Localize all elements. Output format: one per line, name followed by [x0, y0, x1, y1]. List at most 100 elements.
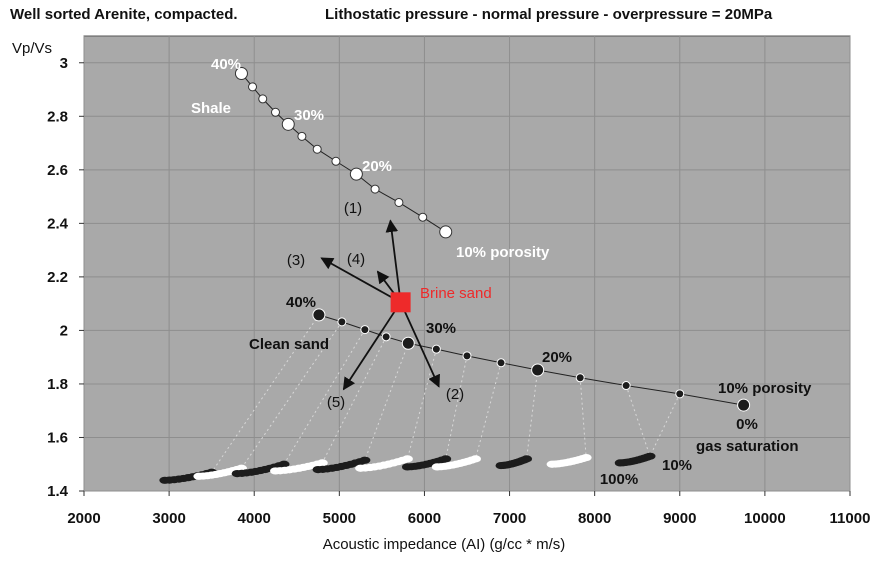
y-tick-label-2: 1.8: [47, 376, 68, 393]
x-tick-label-2: 4000: [238, 510, 271, 527]
y-axis-label: Vp/Vs: [12, 40, 53, 57]
gas-trail-point: [440, 455, 452, 463]
y-tick-label-1: 1.6: [47, 429, 68, 446]
y-tick-label-6: 2.6: [47, 162, 68, 179]
data-series: [234, 66, 751, 412]
y-tick-label-8: 3: [60, 55, 68, 72]
gas-trail-3: [270, 459, 328, 475]
tie-line-3: [321, 336, 387, 464]
gas-trail-9: [546, 453, 592, 468]
tie-line-7: [475, 362, 502, 460]
gas-saturation-trails: [159, 452, 656, 484]
chart-title-left: Well sorted Arenite, compacted.: [10, 6, 238, 23]
x-axis-label: Acoustic impedance (AI) (g/cc * m/s): [322, 536, 566, 553]
annotation-sand-10: 10% porosity: [718, 380, 812, 397]
tie-line-9: [579, 377, 587, 458]
x-tick-label-6: 8000: [578, 510, 611, 527]
tie-line-0: [211, 314, 320, 473]
x-tick-label-8: 10000: [744, 510, 786, 527]
sand-point-1: [337, 317, 347, 327]
tie-line-11: [649, 393, 681, 457]
annotation-shale-20: 20%: [362, 158, 392, 175]
sand-point-0: [312, 308, 326, 322]
plot-area: [83, 35, 851, 492]
sand-point-12: [737, 398, 751, 412]
x-tick-label-1: 3000: [152, 510, 185, 527]
sand-point-5: [431, 344, 441, 354]
shale-point-8: [349, 167, 363, 181]
sand-point-2: [360, 325, 370, 335]
annotation-sand-20: 20%: [542, 349, 572, 366]
x-tick-label-0: 2000: [67, 510, 100, 527]
arrow-1: [385, 219, 402, 303]
y-tick-label-0: 1.4: [47, 483, 69, 500]
sand-point-8: [531, 363, 545, 377]
shale-point-1: [248, 82, 258, 92]
y-tick-label-7: 2.8: [47, 108, 68, 125]
gas-trail-1: [193, 464, 247, 480]
x-tick-label-9: 11000: [830, 510, 871, 527]
scenario-arrows: (1) (2) (3) (4) (5) Brine sand: [287, 200, 492, 411]
arrow-label-5: (5): [327, 394, 345, 411]
sand-point-11: [675, 389, 685, 399]
tie-lines: [211, 314, 681, 473]
annotation-gas-label: gas saturation: [696, 438, 799, 455]
gas-trail-10: [614, 452, 656, 467]
grid-lines: [83, 36, 851, 492]
annotation-shale-label: Shale: [191, 100, 231, 117]
shale-point-3: [271, 107, 280, 117]
annotation-gas-0: 0%: [736, 416, 758, 433]
annotation-shale-10: 10% porosity: [456, 244, 550, 261]
arrow-5: [342, 301, 402, 391]
sand-point-9: [575, 373, 585, 383]
shale-point-12: [439, 225, 453, 239]
annotation-shale-30: 30%: [294, 107, 324, 124]
chart-title-right: Lithostatic pressure - normal pressure -…: [325, 6, 773, 23]
tie-line-4: [364, 343, 409, 461]
arrow-2: [399, 301, 440, 388]
shale-point-6: [312, 144, 322, 154]
annotation-shale-40: 40%: [211, 56, 241, 73]
gas-trail-4: [312, 456, 371, 474]
gas-trail-point: [521, 455, 533, 463]
sand-point-3: [381, 332, 391, 342]
gas-trail-point: [644, 452, 656, 460]
annotation-gas-100: 100%: [600, 471, 638, 488]
y-tick-label-5: 2.4: [47, 215, 69, 232]
brine-sand-label: Brine sand: [420, 285, 492, 302]
tie-line-2: [283, 329, 366, 465]
shale-point-11: [418, 212, 428, 222]
annotation-sand-40: 40%: [286, 294, 316, 311]
sand-point-4: [401, 336, 415, 350]
x-tick-label-4: 6000: [408, 510, 441, 527]
arrow-label-3: (3): [287, 252, 305, 269]
sand-point-10: [621, 381, 631, 391]
arrow-3: [320, 257, 402, 304]
gas-trail-point: [401, 455, 413, 463]
shale-point-2: [258, 94, 268, 104]
shale-point-0: [234, 66, 248, 80]
gas-trail-point: [470, 455, 482, 463]
arrow-label-4: (4): [347, 251, 365, 268]
annotation-sand-label: Clean sand: [249, 336, 329, 353]
gas-trail-5: [355, 455, 413, 472]
arrow-label-2: (2): [446, 386, 464, 403]
gas-trail-point: [278, 460, 290, 468]
x-tick-label-7: 9000: [663, 510, 696, 527]
annotations: 40% Shale 30% 20% 10% porosity 40% Clean sand 3…: [191, 56, 812, 488]
x-tick-label-5: 7000: [493, 510, 526, 527]
sand-point-7: [496, 358, 506, 368]
shale-point-7: [331, 156, 341, 166]
y-tick-label-3: 2: [60, 322, 68, 339]
gas-trail-point: [359, 456, 371, 464]
gas-trail-point: [316, 459, 328, 467]
axis-ticks: 2000 3000 4000 5000 6000 7000 8000 9000 10000 110…: [47, 55, 870, 527]
shale-point-10: [394, 197, 404, 207]
annotation-sand-30: 30%: [426, 320, 456, 337]
tie-line-5: [406, 349, 437, 460]
gas-trail-point: [580, 453, 592, 462]
sand-point-6: [462, 351, 472, 361]
shale-point-9: [370, 184, 380, 194]
shale-point-4: [281, 117, 295, 131]
